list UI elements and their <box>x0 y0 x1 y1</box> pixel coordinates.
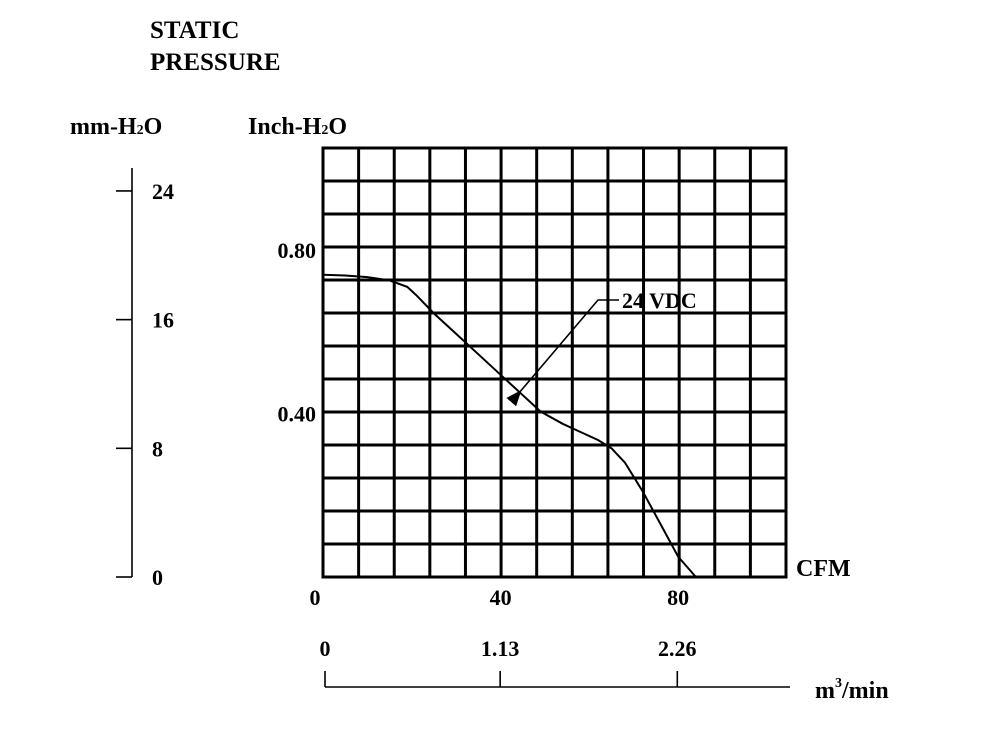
annotation-label: 24 VDC <box>622 288 697 313</box>
y-tick-label-inch: 0.80 <box>278 238 317 263</box>
plot-grid <box>323 148 786 577</box>
series-group <box>322 273 697 578</box>
y-axis-label-mm: mm-H2O <box>70 114 162 140</box>
y-ticks-mm: 0 8 16 24 <box>116 179 174 590</box>
y-tick-label-mm: 0 <box>152 565 163 590</box>
x-tick-label-m3: 1.13 <box>481 636 520 661</box>
series-annotation: 24 VDC <box>506 288 697 407</box>
y-ticks-inch: 0.80 0.40 <box>278 238 317 426</box>
x-ticks-m3: 0 1.13 2.26 <box>320 636 697 687</box>
x-tick-label-m3: 0 <box>320 636 331 661</box>
y-tick-label-mm: 8 <box>152 436 163 461</box>
x-tick-label-cfm: 80 <box>667 585 689 610</box>
y-tick-label-inch: 0.40 <box>278 402 317 427</box>
y-tick-label-mm: 16 <box>152 308 174 333</box>
x-tick-label-m3: 2.26 <box>658 636 697 661</box>
x-ticks-cfm: 0 40 80 <box>310 585 690 610</box>
y-axis-label-inch: Inch-H2O <box>248 114 347 140</box>
annotation-leader-arrow <box>506 299 619 407</box>
x-tick-label-cfm: 0 <box>310 585 321 610</box>
x-axis-label-cfm: CFM <box>796 556 851 582</box>
x-tick-label-cfm: 40 <box>490 585 512 610</box>
series-line-0 <box>322 273 697 578</box>
x-axis-label-m3: m3/min <box>815 676 889 704</box>
chart-title-line2: PRESSURE <box>150 49 281 76</box>
chart-title-line1: STATIC <box>150 17 239 44</box>
y-tick-label-mm: 24 <box>152 179 174 204</box>
plot-frame <box>321 146 788 579</box>
